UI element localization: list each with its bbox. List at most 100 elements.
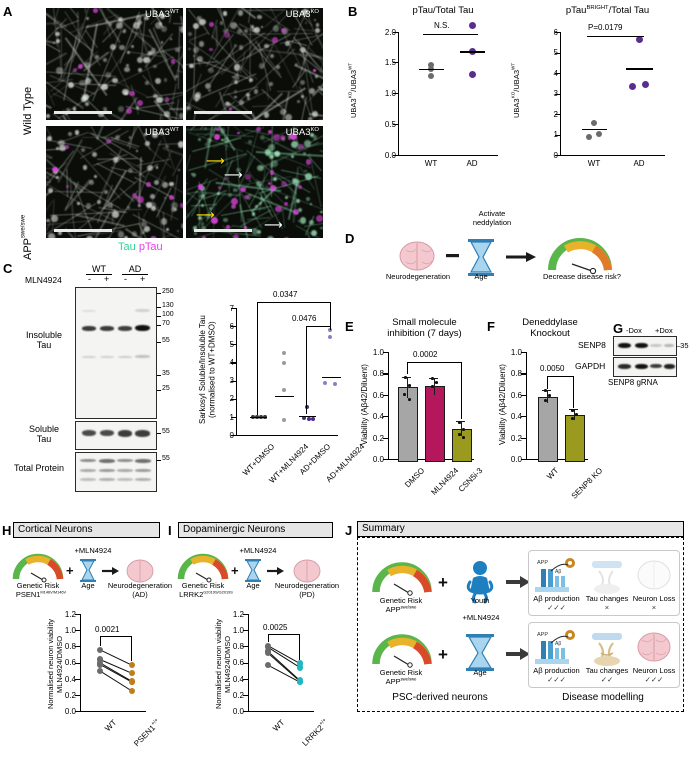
panel-i-age-label: Age	[246, 581, 260, 590]
significance-bar	[100, 636, 132, 638]
panel-j-genotype-1: APPswe/swe	[385, 604, 417, 614]
blot-insoluble-tau	[75, 287, 157, 419]
significance-label: P=0.0179	[588, 23, 623, 32]
panel-j-condition-label-2: Age	[473, 668, 487, 677]
data-point	[282, 418, 286, 422]
gauge-icon	[548, 238, 612, 275]
significance-label: 0.0347	[273, 290, 298, 299]
data-point	[296, 679, 304, 686]
panel-b1-ylabel: UBA3KO/UBA3WT	[347, 62, 359, 118]
panel-j-letter: J	[345, 523, 353, 538]
panel-j-gauge-label-2: Genetic Risk	[379, 668, 423, 677]
legend-tau: Tau	[118, 241, 136, 253]
panel-j-outcome-label: Neuron Loss	[632, 666, 676, 675]
blot-section-label-insoluble: Insoluble Tau	[25, 330, 63, 351]
data-point	[96, 661, 104, 668]
panel-i-header: Dopaminergic Neurons	[178, 522, 333, 538]
micrograph-caption: UBA3KO	[285, 126, 319, 138]
mean-line	[626, 68, 653, 70]
data-point	[428, 62, 434, 69]
panel-i-drug-label: +MLN4924	[239, 546, 277, 555]
brain-icon	[399, 241, 435, 271]
panel-g-letter: G	[613, 321, 624, 336]
panel-b-letter: B	[348, 4, 358, 19]
data-point	[128, 662, 136, 669]
svg-text:Aβ: Aβ	[555, 569, 561, 575]
panel-i-schematic: + Genetic Risk LRRK2G2019S/G2019S +MLN49…	[175, 545, 339, 599]
gauge-icon	[177, 553, 229, 583]
panel-h-age-label: Age	[81, 581, 95, 590]
mean-line	[299, 416, 316, 418]
data-point	[323, 381, 328, 386]
bar-mln4924	[425, 386, 445, 462]
brain-icon	[637, 632, 671, 662]
brain-icon	[293, 559, 321, 583]
y-tick: 0.8	[510, 369, 522, 378]
blot-row-label-senp8: SENP8	[578, 340, 606, 350]
blot-bottom-label: SENP8 gRNA	[608, 378, 658, 387]
panel-h-genotype: PSEN1M146V/M146V	[15, 589, 67, 599]
gauge-icon	[372, 562, 432, 596]
bar-dmso	[398, 387, 418, 462]
y-tick: 0.0	[510, 455, 522, 464]
data-point	[296, 660, 304, 667]
paired-lines	[99, 649, 133, 692]
data-point	[302, 416, 307, 421]
y-tick: 0.0	[384, 151, 396, 160]
blot-treatment-label: MLN4924	[25, 275, 62, 285]
y-tick: 1.0	[372, 348, 384, 357]
baby-icon	[466, 561, 494, 604]
mean-line	[582, 128, 607, 130]
arrow-right-icon	[506, 576, 530, 588]
blot-markers-total: 55	[157, 452, 193, 472]
y-tick: 1.2	[64, 610, 76, 619]
data-point	[264, 662, 272, 669]
panel-a-legend: Tau pTau	[118, 241, 163, 253]
panel-j-outcome-label: Aβ production	[533, 666, 580, 675]
panel-j-outcome-mark: ✓✓	[600, 675, 614, 684]
lane-sign: +	[140, 274, 146, 284]
hourglass-icon	[80, 559, 96, 582]
brain-icon	[637, 560, 671, 590]
y-tick: 1.0	[510, 348, 522, 357]
significance-bar	[407, 362, 462, 364]
panel-i-plot: 1.2 1.0 0.8 0.6 0.4 0.2 0.0 0.0025 WT LR…	[233, 610, 332, 748]
bar-senp8ko	[565, 414, 585, 462]
blot-senp8	[613, 336, 677, 356]
y-tick: 1.0	[232, 626, 244, 635]
yellow-arrow-icon: ⟶	[206, 153, 225, 168]
blot-total-protein	[75, 452, 157, 492]
panel-f-title: Deneddylase Knockout	[522, 317, 578, 339]
data-point	[128, 687, 136, 695]
panel-h-header: Cortical Neurons	[13, 522, 160, 538]
significance-bar	[587, 36, 644, 38]
data-point	[311, 417, 316, 422]
x-tick-label: WT	[545, 466, 561, 482]
significance-bar	[257, 302, 331, 304]
y-tick: 1.2	[232, 610, 244, 619]
panel-h-drug-label: +MLN4924	[74, 546, 112, 555]
panel-h-ylabel: Normalised neuron viability MLN4924/DMSO	[46, 618, 64, 710]
x-tick-label: SENP8 KO	[569, 466, 605, 501]
panel-e-letter: E	[345, 319, 354, 334]
panel-j-outcome-label: Aβ production	[533, 594, 580, 603]
significance-label: 0.0050	[540, 364, 565, 373]
panel-e-title: Small molecule inhibition (7 days)	[387, 317, 462, 339]
arrow-right-icon	[102, 567, 119, 575]
panel-a-row-label-wildtype: Wild Type	[22, 86, 34, 135]
micrograph-wt-uba3ko: UBA3KO	[186, 8, 323, 120]
data-point	[305, 405, 310, 410]
significance-bar	[306, 326, 331, 328]
mean-line	[275, 396, 294, 398]
y-tick: 0.4	[510, 412, 522, 421]
data-point	[264, 644, 272, 651]
y-tick: 0.5	[384, 120, 396, 129]
significance-label: 0.0476	[292, 314, 317, 323]
panel-j-footer-right: Disease modelling	[562, 692, 644, 703]
blot-soluble-tau	[75, 421, 157, 450]
panel-h-schematic: + Genetic Risk PSEN1M146V/M146V +MLN4924…	[10, 545, 172, 599]
y-tick: 0.4	[372, 412, 384, 421]
panel-d-node-label-2: Decrease disease risk?	[543, 272, 621, 281]
y-tick: 0.0	[232, 707, 244, 716]
panel-f-ylabel: Viability (Aβ42/Diluent)	[498, 364, 507, 446]
